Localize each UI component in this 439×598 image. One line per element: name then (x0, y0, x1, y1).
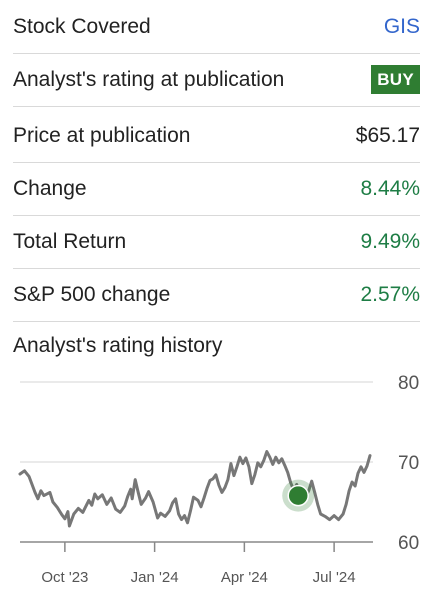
x-tick-label: Jan '24 (131, 569, 179, 586)
change-label: Change (13, 176, 87, 200)
y-tick-label: 80 (398, 373, 419, 394)
total-return-label: Total Return (13, 229, 127, 253)
price-label: Price at publication (13, 123, 191, 147)
summary-row-price: Price at publication $65.17 (13, 109, 420, 163)
summary-row-sp500: S&P 500 change 2.57% (13, 268, 420, 322)
change-value: 8.44% (360, 176, 420, 200)
sp500-change-label: S&P 500 change (13, 282, 171, 306)
summary-row-stock: Stock Covered GIS (13, 0, 420, 54)
y-tick-label: 70 (398, 453, 419, 474)
sp500-change-value: 2.57% (360, 282, 420, 306)
price-line (18, 450, 372, 528)
y-tick-label: 60 (398, 533, 419, 554)
stock-covered-label: Stock Covered (13, 14, 151, 38)
rating-history-chart: Oct '23 Jan '24 Apr '24 Jul '24 80 70 60 (18, 373, 419, 586)
buy-rating-marker[interactable] (287, 484, 309, 507)
price-value: $65.17 (355, 123, 420, 147)
summary-row-rating: Analyst's rating at publication BUY (13, 53, 420, 107)
x-tick-label: Apr '24 (221, 569, 268, 586)
summary-row-change: Change 8.44% (13, 162, 420, 216)
x-tick-label: Oct '23 (41, 569, 88, 586)
summary-row-total-return: Total Return 9.49% (13, 215, 420, 269)
total-return-value: 9.49% (360, 229, 420, 253)
x-tick-label: Jul '24 (313, 569, 356, 586)
rating-label: Analyst's rating at publication (13, 67, 285, 91)
rating-badge: BUY (371, 65, 420, 94)
ticker-link[interactable]: GIS (383, 14, 420, 38)
rating-history-title: Analyst's rating history (13, 334, 223, 357)
